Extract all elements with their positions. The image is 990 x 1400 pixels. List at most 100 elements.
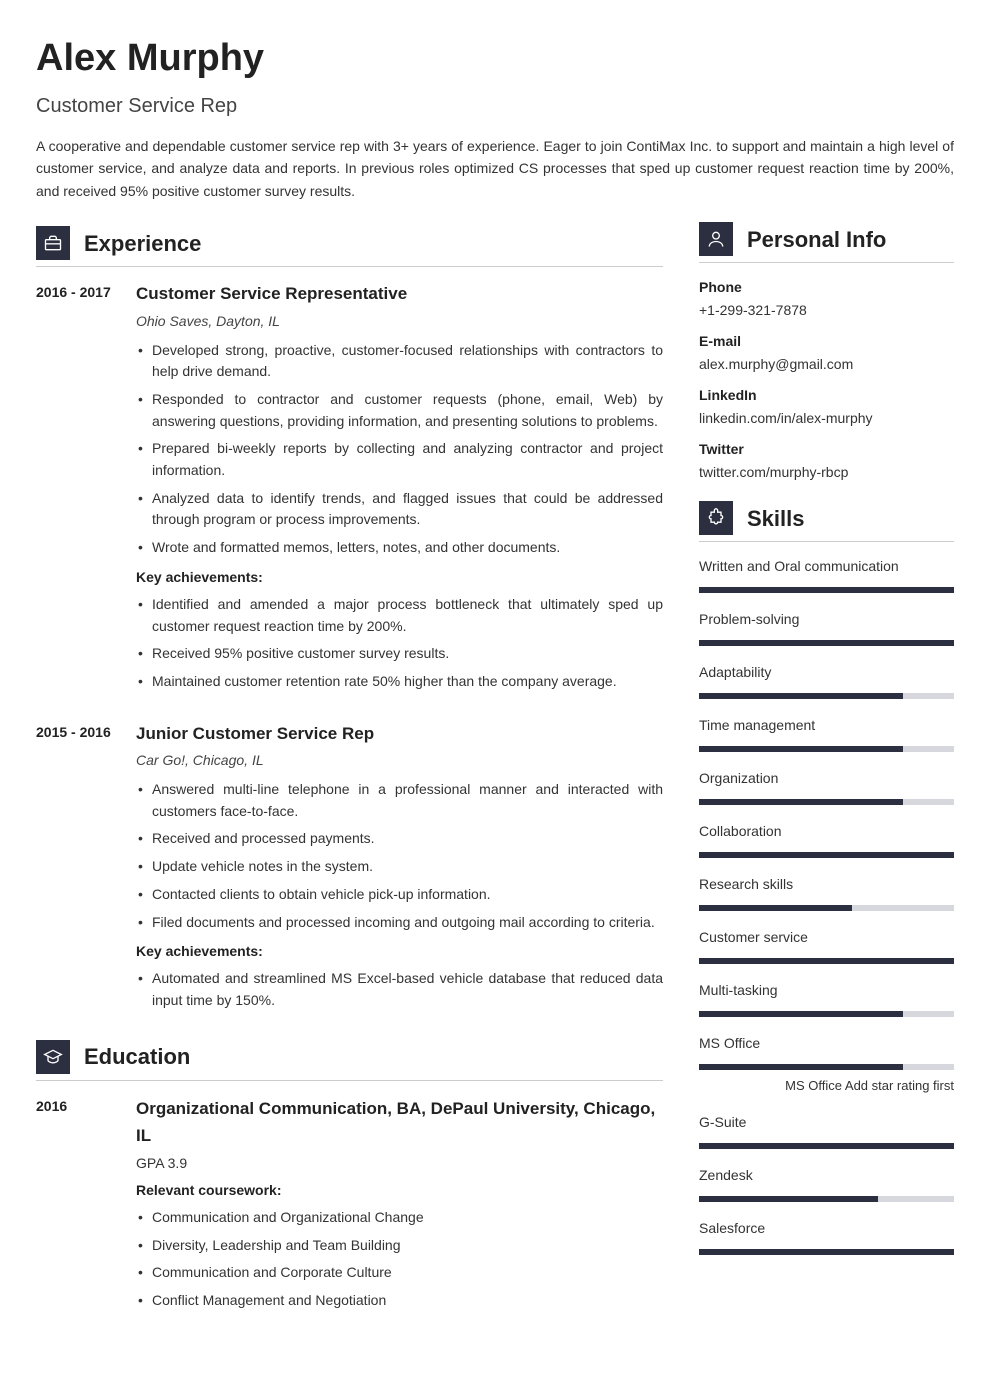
entry-title: Organizational Communication, BA, DePaul… (136, 1095, 663, 1149)
entry-bullets: Answered multi-line telephone in a profe… (136, 779, 663, 933)
person-name: Alex Murphy (36, 30, 954, 87)
resume-header: Alex Murphy Customer Service Rep A coope… (36, 30, 954, 202)
skill-name: Adaptability (699, 662, 954, 683)
skills-title: Skills (747, 502, 804, 535)
personal-info-title: Personal Info (747, 223, 886, 256)
personal-info-section-header: Personal Info (699, 222, 954, 263)
skill-bar (699, 958, 954, 964)
skill-item: Research skills (699, 874, 954, 911)
skill-item: Adaptability (699, 662, 954, 699)
achievements-label: Key achievements: (136, 567, 663, 588)
experience-entry: 2015 - 2016 Junior Customer Service Rep … (36, 721, 663, 1020)
skill-name: MS Office (699, 1033, 954, 1054)
experience-title: Experience (84, 227, 201, 260)
bullet-item: Analyzed data to identify trends, and fl… (136, 488, 663, 531)
info-value: alex.murphy@gmail.com (699, 354, 954, 375)
info-label: E-mail (699, 331, 954, 352)
experience-section-header: Experience (36, 226, 663, 267)
skill-name: Organization (699, 768, 954, 789)
skill-note: MS Office Add star rating first (699, 1076, 954, 1096)
skill-item: G-Suite (699, 1112, 954, 1149)
briefcase-icon (36, 226, 70, 260)
skill-name: Time management (699, 715, 954, 736)
bullet-item: Prepared bi-weekly reports by collecting… (136, 438, 663, 481)
left-column: Experience 2016 - 2017 Customer Service … (36, 222, 663, 1340)
right-column: Personal Info Phone +1-299-321-7878 E-ma… (699, 222, 954, 1340)
achievements-list: Automated and streamlined MS Excel-based… (136, 968, 663, 1011)
skill-item: Written and Oral communication (699, 556, 954, 593)
entry-title: Customer Service Representative (136, 281, 663, 307)
entry-body: Organizational Communication, BA, DePaul… (136, 1095, 663, 1320)
skill-name: Problem-solving (699, 609, 954, 630)
summary-text: A cooperative and dependable customer se… (36, 135, 954, 202)
bullet-item: Identified and amended a major process b… (136, 594, 663, 637)
skill-bar (699, 799, 954, 805)
info-label: LinkedIn (699, 385, 954, 406)
education-entry: 2016 Organizational Communication, BA, D… (36, 1095, 663, 1320)
skill-bar-fill (699, 640, 954, 646)
skill-bar-fill (699, 1196, 878, 1202)
skill-item: Zendesk (699, 1165, 954, 1202)
skill-bar (699, 1196, 954, 1202)
skill-item: Salesforce (699, 1218, 954, 1255)
puzzle-icon (699, 501, 733, 535)
skills-list: Written and Oral communication Problem-so… (699, 556, 954, 1255)
skill-item: Organization (699, 768, 954, 805)
entry-body: Customer Service Representative Ohio Sav… (136, 281, 663, 700)
skill-bar (699, 852, 954, 858)
coursework-list: Communication and Organizational Change … (136, 1207, 663, 1312)
bullet-item: Filed documents and processed incoming a… (136, 912, 663, 934)
bullet-item: Communication and Corporate Culture (136, 1262, 663, 1284)
bullet-item: Diversity, Leadership and Team Building (136, 1235, 663, 1257)
education-title: Education (84, 1040, 190, 1073)
bullet-item: Received and processed payments. (136, 828, 663, 850)
skill-bar-fill (699, 905, 852, 911)
entry-dates: 2016 - 2017 (36, 281, 116, 700)
entry-body: Junior Customer Service Rep Car Go!, Chi… (136, 721, 663, 1020)
skill-bar (699, 1064, 954, 1070)
coursework-label: Relevant coursework: (136, 1180, 663, 1201)
skill-bar (699, 587, 954, 593)
info-label: Twitter (699, 439, 954, 460)
bullet-item: Wrote and formatted memos, letters, note… (136, 537, 663, 559)
skill-item: Multi-tasking (699, 980, 954, 1017)
entry-dates: 2015 - 2016 (36, 721, 116, 1020)
bullet-item: Received 95% positive customer survey re… (136, 643, 663, 665)
skill-bar (699, 746, 954, 752)
skill-bar-fill (699, 852, 954, 858)
skill-name: G-Suite (699, 1112, 954, 1133)
skill-bar-fill (699, 1249, 954, 1255)
skill-bar (699, 1143, 954, 1149)
skill-bar-fill (699, 799, 903, 805)
skills-section-header: Skills (699, 501, 954, 542)
bullet-item: Automated and streamlined MS Excel-based… (136, 968, 663, 1011)
education-section-header: Education (36, 1040, 663, 1081)
skill-name: Salesforce (699, 1218, 954, 1239)
skill-bar (699, 905, 954, 911)
main-columns: Experience 2016 - 2017 Customer Service … (36, 222, 954, 1340)
skill-bar (699, 1011, 954, 1017)
skill-bar-fill (699, 1011, 903, 1017)
entry-company: Car Go!, Chicago, IL (136, 750, 663, 771)
skill-item: Collaboration (699, 821, 954, 858)
job-title: Customer Service Rep (36, 91, 954, 121)
skill-name: Collaboration (699, 821, 954, 842)
bullet-item: Answered multi-line telephone in a profe… (136, 779, 663, 822)
skill-bar (699, 693, 954, 699)
bullet-item: Maintained customer retention rate 50% h… (136, 671, 663, 693)
bullet-item: Communication and Organizational Change (136, 1207, 663, 1229)
skill-bar-fill (699, 1064, 903, 1070)
personal-info-list: Phone +1-299-321-7878 E-mail alex.murphy… (699, 277, 954, 483)
skill-name: Zendesk (699, 1165, 954, 1186)
entry-dates: 2016 (36, 1095, 116, 1320)
skill-item: Time management (699, 715, 954, 752)
achievements-list: Identified and amended a major process b… (136, 594, 663, 693)
bullet-item: Developed strong, proactive, customer-fo… (136, 340, 663, 383)
entry-company: Ohio Saves, Dayton, IL (136, 311, 663, 332)
skill-bar-fill (699, 958, 954, 964)
info-value: linkedin.com/in/alex-murphy (699, 408, 954, 429)
experience-entry: 2016 - 2017 Customer Service Representat… (36, 281, 663, 700)
skill-bar-fill (699, 587, 954, 593)
skill-bar-fill (699, 746, 903, 752)
skill-name: Multi-tasking (699, 980, 954, 1001)
